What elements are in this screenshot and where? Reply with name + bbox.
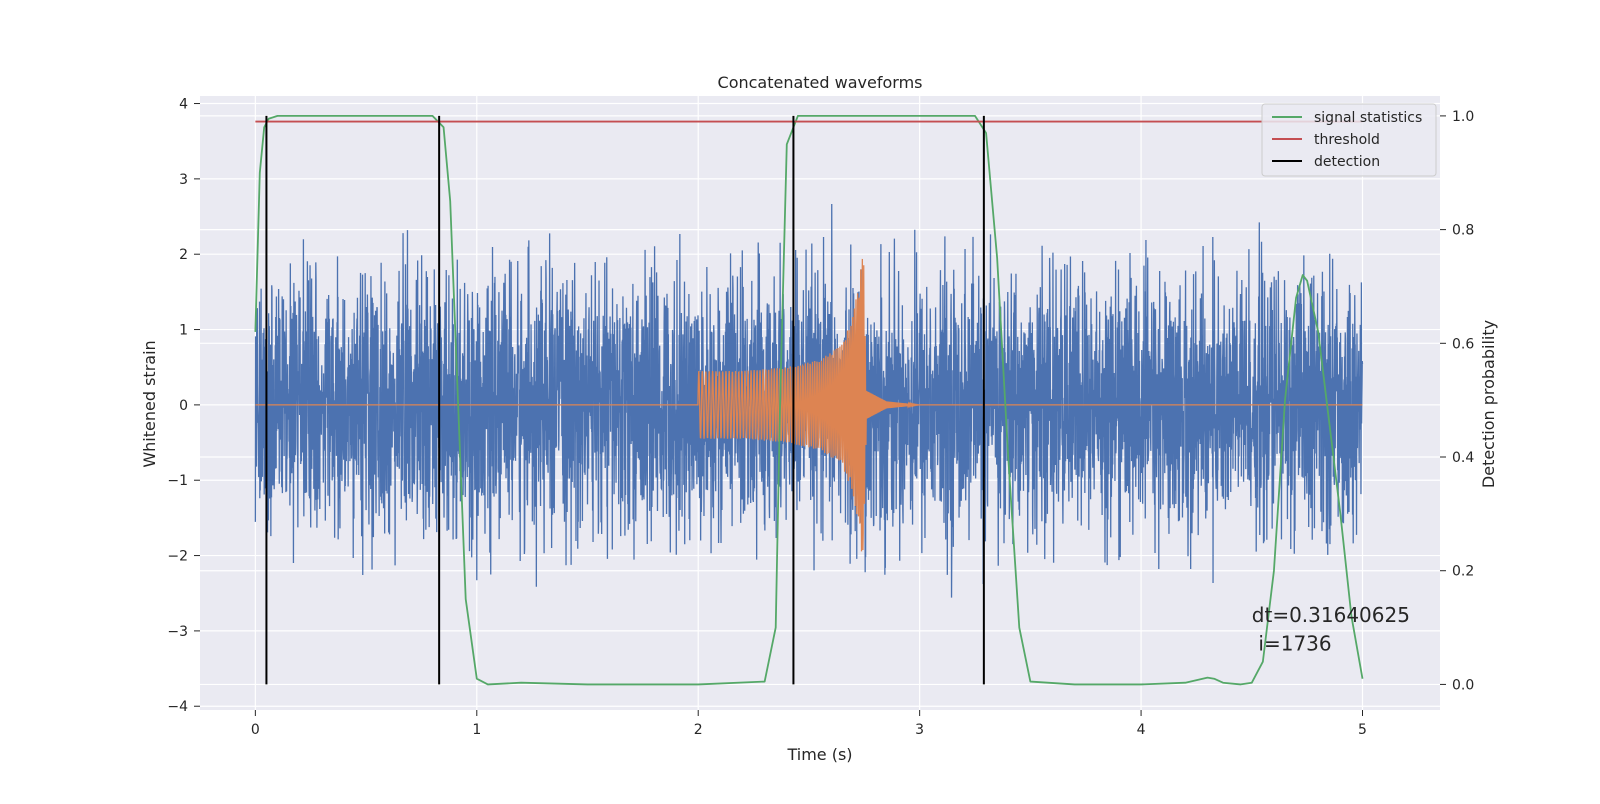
legend-label: signal statistics	[1314, 110, 1422, 126]
y-left-tick-label: 2	[179, 247, 188, 263]
annotation-text: dt=0.31640625	[1252, 603, 1410, 627]
y-right-tick-label: 0.4	[1452, 450, 1474, 466]
x-tick-label: 2	[694, 722, 703, 738]
y-axis-label-right: Detection probability	[1479, 320, 1498, 488]
y-left-tick-label: −2	[167, 549, 188, 565]
legend-label: threshold	[1314, 132, 1380, 148]
legend: signal statistics threshold detection	[1261, 103, 1437, 177]
legend-box	[1261, 103, 1437, 177]
y-right-tick-label: 0.8	[1452, 223, 1474, 239]
y-left-tick-label: 3	[179, 172, 188, 188]
annotation-text: i=1736	[1258, 631, 1331, 655]
series-layer	[254, 115, 1364, 686]
y-axis-label-left: Whitened strain	[140, 340, 159, 467]
y-right-tick-label: 0.0	[1452, 677, 1474, 693]
y-right-tick-label: 1.0	[1452, 109, 1474, 125]
y-left-tick-label: −4	[167, 699, 188, 715]
x-axis-label: Time (s)	[786, 745, 852, 764]
chart-title: Concatenated waveforms	[718, 73, 923, 92]
x-tick-label: 4	[1137, 722, 1146, 738]
annotations: dt=0.31640625 i=1736	[1252, 603, 1410, 655]
x-tick-label: 0	[251, 722, 260, 738]
axes: 0 1 2 3 4 5 −4 −3 −2 −1 0 1 2 3 4 0.0 0.2 0.4 0.6 0.8 1.0	[167, 97, 1474, 738]
signal-statistics-line	[254, 115, 1364, 686]
y-left-tick-label: 1	[179, 323, 188, 339]
y-left-tick-label: −1	[167, 473, 188, 489]
y-left-tick-label: 4	[179, 97, 188, 113]
legend-label: detection	[1314, 154, 1380, 170]
y-right-tick-label: 0.6	[1452, 336, 1474, 352]
y-right-tick-label: 0.2	[1452, 564, 1474, 580]
x-tick-label: 3	[915, 722, 924, 738]
y-left-tick-label: 0	[179, 398, 188, 414]
x-tick-label: 5	[1358, 722, 1367, 738]
x-tick-label: 1	[472, 722, 481, 738]
y-left-tick-label: −3	[167, 624, 188, 640]
